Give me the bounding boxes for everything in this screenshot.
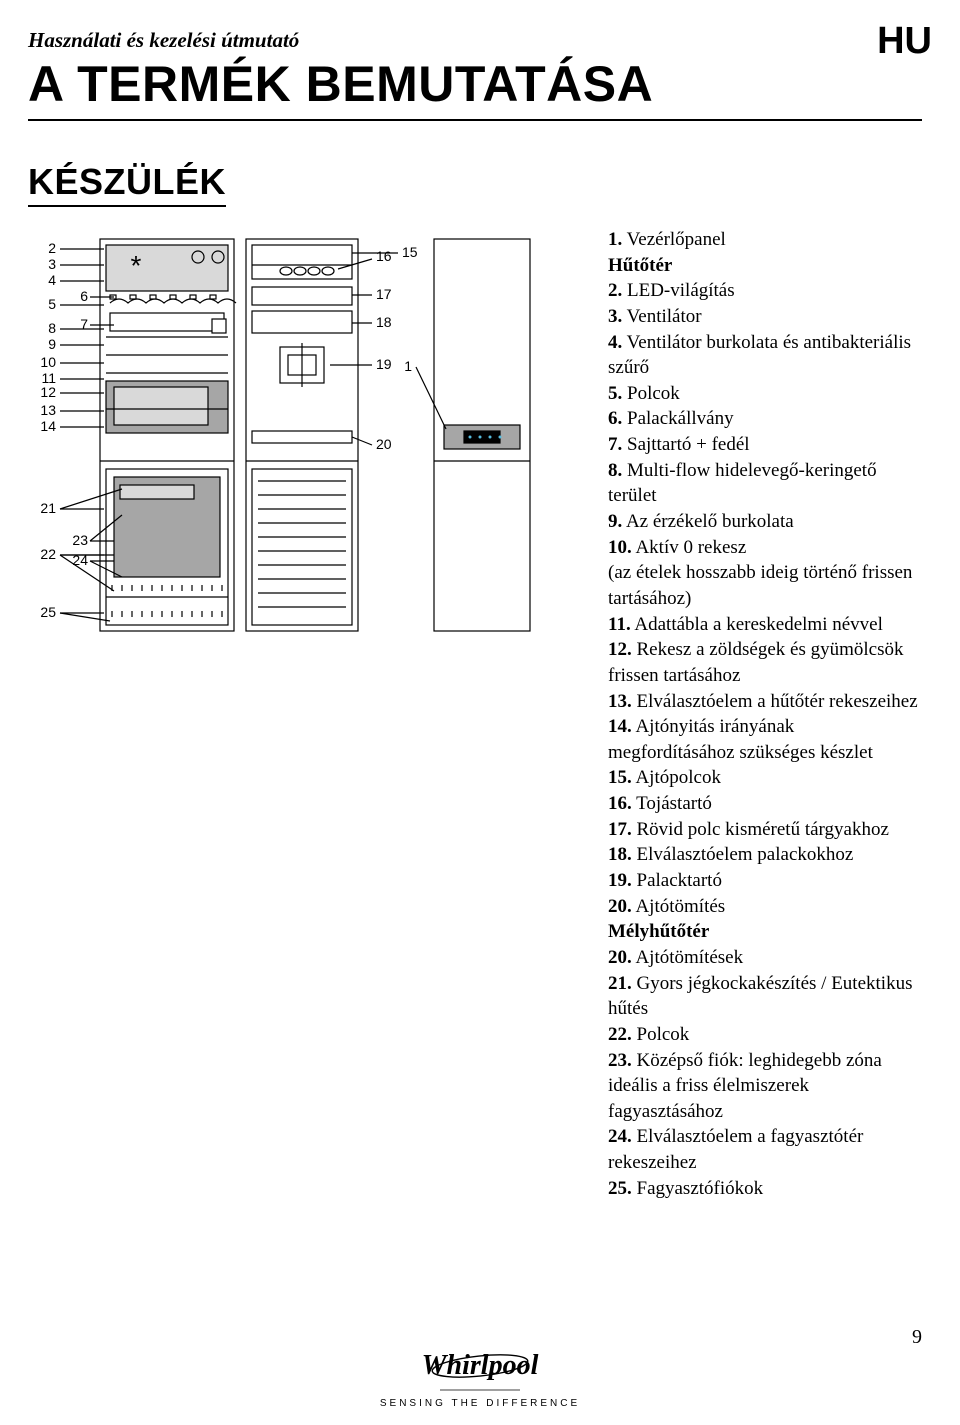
legend-item: 11. Adattábla a kereskedelmi névvel (608, 612, 922, 638)
legend-item: 20. Ajtótömítések (608, 945, 922, 971)
svg-text:5: 5 (48, 296, 56, 312)
svg-text:20: 20 (376, 436, 392, 452)
legend-item: 3. Ventilátor (608, 304, 922, 330)
legend-item: 6. Palackállvány (608, 406, 922, 432)
legend-item: 9. Az érzékelő burkolata (608, 509, 922, 535)
legend-item: 20. Ajtótömítés (608, 894, 922, 920)
legend-item: 19. Palacktartó (608, 868, 922, 894)
svg-text:4: 4 (48, 272, 56, 288)
svg-text:1: 1 (404, 358, 412, 374)
svg-text:6: 6 (80, 288, 88, 304)
svg-text:22: 22 (40, 546, 56, 562)
svg-text:3: 3 (48, 256, 56, 272)
svg-text:25: 25 (40, 604, 56, 620)
svg-text:15: 15 (402, 244, 418, 260)
svg-text:14: 14 (40, 418, 56, 434)
legend-item: Hűtőtér (608, 253, 922, 279)
svg-text:*: * (131, 250, 142, 281)
legend-item: 12. Rekesz a zöldségek és gyümölcsök fri… (608, 637, 922, 688)
svg-text:7: 7 (80, 316, 88, 332)
svg-text:16: 16 (376, 248, 392, 264)
legend-item: 21. Gyors jégkockakészítés / Eutektikus … (608, 971, 922, 1022)
legend-item: 18. Elválasztóelem palackokhoz (608, 842, 922, 868)
legend-item: 23. Középső fiók: leghidegebb zóna (608, 1048, 922, 1074)
svg-text:2: 2 (48, 240, 56, 256)
legend-item: 8. Multi-flow hidelevegő-keringető terül… (608, 458, 922, 509)
section-title: KÉSZÜLÉK (28, 161, 226, 207)
legend-item: (az ételek hosszabb ideig történő frisse… (608, 560, 922, 611)
legend-item: 25. Fagyasztófiókok (608, 1176, 922, 1202)
parts-legend: 1. VezérlőpanelHűtőtér2. LED-világítás3.… (608, 225, 922, 1201)
brand-logo: Whirlpool (400, 1346, 560, 1396)
legend-item: Mélyhűtőtér (608, 919, 922, 945)
legend-item: 10. Aktív 0 rekesz (608, 535, 922, 561)
svg-text:17: 17 (376, 286, 392, 302)
legend-item: 15. Ajtópolcok (608, 765, 922, 791)
svg-text:23: 23 (72, 532, 88, 548)
legend-item: 17. Rövid polc kisméretű tárgyakhoz (608, 817, 922, 843)
divider (28, 119, 922, 121)
svg-text:21: 21 (40, 500, 56, 516)
language-code: HU (877, 20, 932, 63)
svg-text:9: 9 (48, 336, 56, 352)
svg-text:13: 13 (40, 402, 56, 418)
legend-item: 7. Sajttartó + fedél (608, 432, 922, 458)
brand-tagline: SENSING THE DIFFERENCE (0, 1398, 960, 1409)
main-title: A TERMÉK BEMUTATÁSA (28, 55, 653, 117)
svg-text:19: 19 (376, 356, 392, 372)
legend-item: 16. Tojástartó (608, 791, 922, 817)
legend-item: 14. Ajtónyitás irányának megfordításához… (608, 714, 922, 765)
svg-text:12: 12 (40, 384, 56, 400)
doc-subtitle: Használati és kezelési útmutató (28, 28, 922, 53)
page-number: 9 (912, 1326, 922, 1349)
svg-text:8: 8 (48, 320, 56, 336)
legend-item: 5. Polcok (608, 381, 922, 407)
legend-item: 13. Elválasztóelem a hűtőtér rekeszeihez (608, 689, 922, 715)
legend-item: 2. LED-világítás (608, 278, 922, 304)
legend-item: ideális a friss élelmiszerek fagyasztásá… (608, 1073, 922, 1124)
legend-item: 1. Vezérlőpanel (608, 227, 922, 253)
svg-text:10: 10 (40, 354, 56, 370)
legend-item: 22. Polcok (608, 1022, 922, 1048)
legend-item: 4. Ventilátor burkolata és antibakteriál… (608, 330, 922, 381)
svg-text:18: 18 (376, 314, 392, 330)
legend-item: 24. Elválasztóelem a fagyasztótér rekesz… (608, 1124, 922, 1175)
appliance-diagram: *234589101112131421222567232415161718192… (28, 225, 588, 645)
